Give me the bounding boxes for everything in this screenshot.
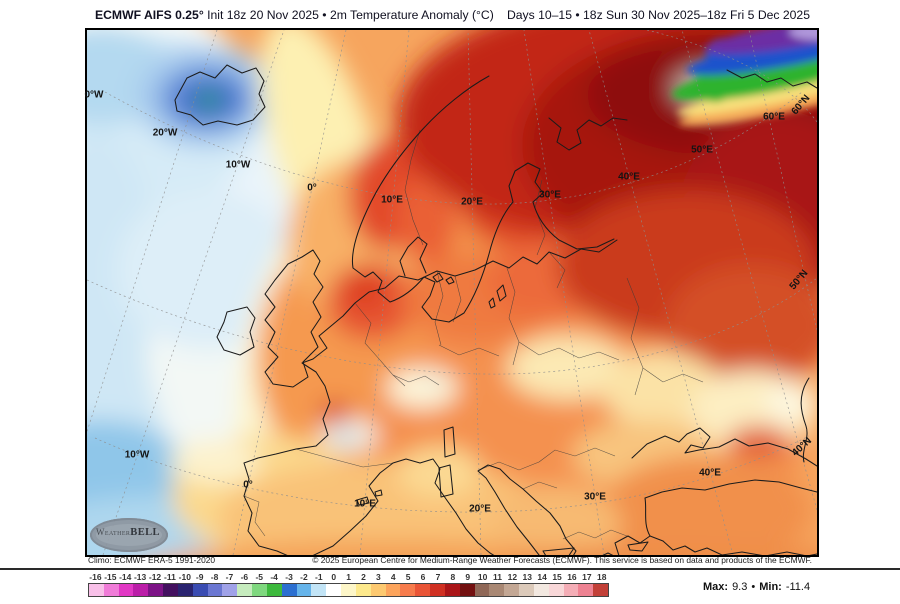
colorbar-tick-label: -3 [285,572,293,582]
colorbar-tick-label: -4 [270,572,278,582]
weatherbell-logo-text: WeatherBELL [96,527,160,538]
divider-rule [0,568,900,570]
colorbar-cell [207,584,223,596]
colorbar-cell [341,584,356,596]
colorbar-cell [474,584,490,596]
colorbar-tick-label: 7 [435,572,441,582]
colorbar-tick-label: 15 [552,572,562,582]
min-label: Min: [759,581,782,593]
title-right: Days 10–15 • 18z Sun 30 Nov 2025–18z Fri… [506,7,810,22]
colorbar-tick-label: -2 [300,572,308,582]
colorbar-tick-label: 0 [331,572,337,582]
colorbar-tick-label: -7 [225,572,234,582]
colorbar-ticks: -16 -15 -14 -13 -12 -11 -10 -9 -8 -7 -6 -5 -4 -3 -2 -1 0… [88,572,609,582]
weatherbell-logo-oval [90,518,168,552]
init-and-parameter: Init 18z 20 Nov 2025 • 2m Temperature An… [207,7,494,22]
weatherbell-logo-word2: BELL [130,527,160,538]
colorbar-cell [519,584,534,596]
colorbar-cell [326,584,342,596]
colorbar-cell [266,584,282,596]
colorbar-tick-label: -15 [104,572,117,582]
colorbar-cell [237,584,253,596]
colorbar-tick-label: 1 [346,572,351,582]
colorbar-tick-label: 9 [465,572,471,582]
colorbar-cell [103,584,119,596]
colorbar-tick-label: -9 [195,572,204,582]
colorbar-cell [444,584,460,596]
colorbar-cell [400,584,416,596]
colorbar-tick-label: 18 [596,572,607,582]
colorbar-cell [548,584,564,596]
colorbar-cell [281,584,297,596]
colorbar-tick-label: 16 [567,572,577,582]
colorbar-tick-label: 5 [405,572,411,582]
colorbar-tick-label: -10 [178,572,191,582]
colorbar-cell [415,584,431,596]
anomaly-field-graphic [87,30,817,555]
climatology-note: Climo: ECMWF ERA-5 1991-2020 [88,555,216,565]
colorbar-cell [533,584,549,596]
map-panel: 0°W 20°W 10°W 0° 10°E 20°E 30°E 40°E 50°E 60°E 60°… [85,28,819,557]
colorbar-cell [578,584,594,596]
colorbar [88,583,609,597]
colorbar-tick-label: -5 [255,572,264,582]
colorbar-tick-label: 6 [420,572,426,582]
map-footer: Climo: ECMWF ERA-5 1991-2020 © 2025 Euro… [0,555,900,565]
colorbar-cell [148,584,164,596]
weatherbell-logo: WeatherBELL [90,518,168,552]
max-label: Max: [703,581,729,593]
colorbar-cell [355,584,371,596]
colorbar-cell [89,584,104,596]
colorbar-cell [593,584,608,596]
title-left: ECMWF AIFS 0.25° Init 18z 20 Nov 2025 • … [95,9,494,21]
colorbar-cell [118,584,134,596]
colorbar-tick-label: -1 [315,572,323,582]
model-name: ECMWF AIFS 0.25° [95,7,204,22]
colorbar-tick-label: 3 [376,572,381,582]
colorbar-cell [504,584,520,596]
colorbar-tick-label: 2 [361,572,366,582]
min-value: -11.4 [785,581,811,593]
copyright-note: © 2025 European Centre for Medium-Range … [312,555,812,565]
colorbar-tick-label: 12 [507,572,518,582]
colorbar-tick-label: -13 [133,572,147,582]
colorbar-tick-label: -16 [89,572,102,582]
country-borders [243,129,704,540]
bullet-separator: • [751,581,756,593]
colorbar-cell [430,584,445,596]
colorbar-cell [370,584,386,596]
colorbar-tick-label: 4 [390,572,396,582]
colorbar-cell [311,584,327,596]
colorbar-tick-label: 17 [582,572,592,582]
colorbar-cell [489,584,505,596]
max-min-readout: Max: 9.3 • Min: -11.4 [703,581,810,593]
weatherbell-logo-word1: Weather [96,527,131,537]
colorbar-cell [459,584,475,596]
colorbar-tick-label: 14 [537,572,547,582]
colorbar-cell [192,584,208,596]
colorbar-cell [133,584,149,596]
colorbar-tick-label: -12 [148,572,162,582]
coastlines [174,64,817,555]
colorbar-tick-label: -8 [210,572,219,582]
colorbar-tick-label: 11 [492,572,502,582]
colorbar-cell [563,584,579,596]
colorbar-cell [222,584,238,596]
header: ECMWF AIFS 0.25° Init 18z 20 Nov 2025 • … [0,0,900,27]
corner-cold-bands [671,30,817,126]
colorbar-cell [296,584,312,596]
colorbar-tick-label: -6 [240,572,249,582]
colorbar-tick-label: -11 [163,572,176,582]
colorbar-tick-label: 10 [477,572,488,582]
colorbar-cell [163,584,178,596]
colorbar-cell [252,584,267,596]
max-value: 9.3 [732,581,748,593]
colorbar-tick-label: 8 [450,572,456,582]
colorbar-cell [177,584,193,596]
colorbar-tick-label: -14 [119,572,132,582]
colorbar-tick-label: 13 [522,572,532,582]
colorbar-cell [385,584,401,596]
graticule [87,30,817,555]
